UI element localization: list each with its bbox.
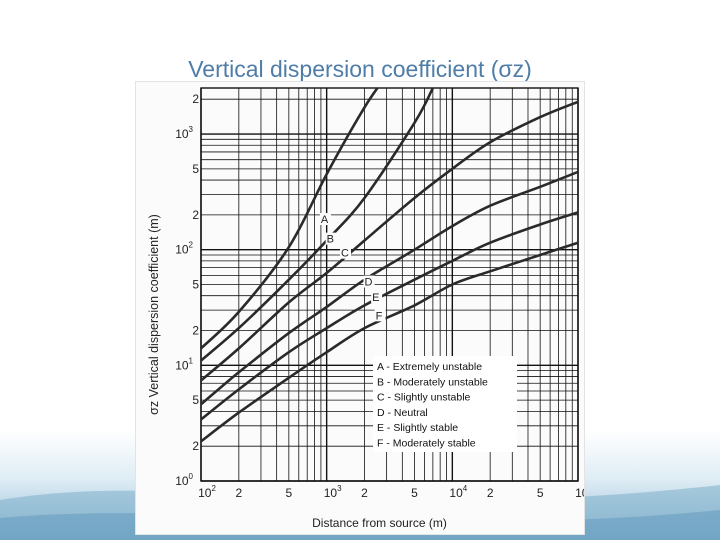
x-tick-label: 5 [411,486,418,500]
series-label-a: A [321,214,329,226]
x-tick-label: 2 [235,486,242,500]
x-axis-title: Distance from source (m) [312,516,447,530]
series-label-bg [339,246,351,259]
series-label-c: C [341,248,349,260]
legend-entry-c: C - Slightly unstable [377,392,471,404]
y-tick-label: 2 [192,439,199,453]
dispersion-chart: ABC DEF A - Extremely unstable B - Moderate… [147,87,584,530]
plot-frame [200,87,579,482]
legend-entry-e: E - Slightly stable [377,422,458,434]
x-tick-label: 102 [198,484,216,500]
y-tick-label: 100 [175,472,193,488]
y-tick-label: 2 [192,208,199,222]
x-tick-label: 2 [487,486,494,500]
y-tick-label: 5 [192,278,199,292]
y-axis-title: σz Vertical dispersion coefficient (m) [147,214,161,415]
series-line-c [201,100,578,382]
y-tick-label: 101 [175,356,193,372]
series-label-e: E [372,292,379,304]
series-label-b: B [327,234,334,246]
series-label-bg [363,275,375,288]
y-tick-label: 5 [192,162,199,176]
legend-entry-b: B - Moderately unstable [377,376,488,388]
legend-entry-a: A - Extremely unstable [377,361,482,373]
series-line-f [201,241,578,443]
series-line-d [201,170,578,406]
y-tick-label: 103 [175,125,193,141]
x-tick-label: 105 [575,484,584,500]
y-tick-label: 2 [192,92,199,106]
series-label-bg [319,213,331,226]
series-line-a [201,88,380,350]
series-label-bg [374,309,386,322]
slide-title: Vertical dispersion coefficient (σz) [188,56,532,82]
y-tick-label: 5 [192,393,199,407]
x-tick-label: 2 [361,486,368,500]
series-line-e [201,211,578,421]
series-label-f: F [376,310,383,322]
series-line-b [201,88,435,362]
legend-box [373,356,517,452]
series-label-bg [325,232,337,245]
x-tick-label: 5 [537,486,544,500]
x-tick-label: 103 [324,484,342,500]
y-tick-label: 2 [192,324,199,338]
legend-entry-d: D - Neutral [377,407,428,419]
y-tick-label: 102 [175,241,193,257]
x-tick-label: 5 [285,486,292,500]
series-label-d: D [364,277,372,289]
x-tick-label: 104 [449,484,467,500]
legend-entry-f: F - Moderately stable [377,438,476,450]
series-label-bg [371,291,383,304]
